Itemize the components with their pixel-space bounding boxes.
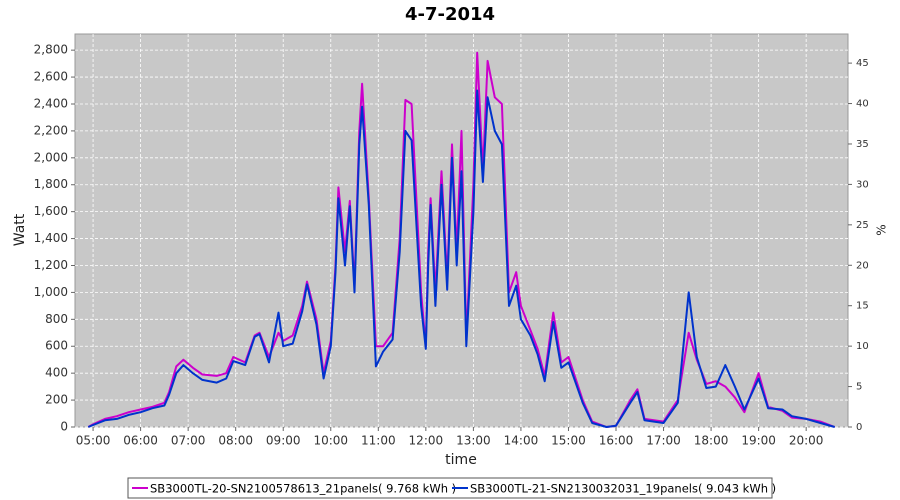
- y-tick-label: 1,600: [34, 204, 68, 218]
- y2-tick-label: 20: [856, 260, 869, 271]
- y-tick-label: 0: [60, 420, 68, 434]
- y2-tick-label: 5: [856, 382, 862, 393]
- legend: [127, 477, 773, 499]
- x-tick-label: 07:00: [171, 434, 206, 448]
- y2-tick-label: 40: [856, 99, 869, 110]
- x-tick-label: 19:00: [741, 434, 776, 448]
- y-tick-label: 1,200: [34, 258, 68, 272]
- series-line: [87, 89, 835, 428]
- x-tick-label: 10:00: [313, 434, 348, 448]
- legend-label: SB3000TL-21-SN2130032031_19panels( 9.043…: [470, 482, 776, 496]
- x-tick-label: 13:00: [456, 434, 491, 448]
- y-tick-label: 1,800: [34, 177, 68, 191]
- y-tick-label: 600: [45, 339, 68, 353]
- y-axis-label: Watt: [12, 213, 28, 246]
- y-tick-label: 400: [45, 366, 68, 380]
- plot-area: [74, 33, 849, 428]
- legend-label: SB3000TL-20-SN2100578613_21panels( 9.768…: [150, 482, 456, 496]
- x-tick-label: 09:00: [266, 434, 301, 448]
- x-tick-label: 15:00: [551, 434, 586, 448]
- y-tick-label: 1,000: [34, 285, 68, 299]
- y-tick-label: 2,200: [34, 123, 68, 137]
- y2-tick-label: 15: [856, 301, 869, 312]
- y2-tick-label: 45: [856, 58, 869, 69]
- x-axis-label: time: [445, 452, 477, 468]
- y-tick-label: 800: [45, 312, 68, 326]
- y2-axis-label: %: [875, 224, 889, 235]
- chart-title: 4-7-2014: [405, 4, 495, 25]
- x-tick-label: 14:00: [504, 434, 539, 448]
- x-tick-label: 18:00: [694, 434, 729, 448]
- y-tick-label: 2,600: [34, 70, 68, 84]
- y2-tick-label: 30: [856, 179, 869, 190]
- y2-tick-label: 10: [856, 341, 869, 352]
- x-tick-label: 20:00: [789, 434, 824, 448]
- x-tick-label: 17:00: [646, 434, 681, 448]
- x-tick-label: 12:00: [409, 434, 444, 448]
- x-tick-label: 08:00: [218, 434, 253, 448]
- y2-tick-label: 0: [856, 422, 862, 433]
- y-tick-label: 2,000: [34, 150, 68, 164]
- y-tick-label: 2,800: [34, 43, 68, 57]
- x-tick-label: 11:00: [361, 434, 396, 448]
- y2-tick-label: 25: [856, 220, 869, 231]
- x-tick-label: 16:00: [599, 434, 634, 448]
- y-tick-label: 2,400: [34, 96, 68, 110]
- x-tick-label: 05:00: [76, 434, 111, 448]
- y-tick-label: 200: [45, 393, 68, 407]
- x-tick-label: 06:00: [123, 434, 158, 448]
- y2-tick-label: 35: [856, 139, 869, 150]
- y-tick-label: 1,400: [34, 231, 68, 245]
